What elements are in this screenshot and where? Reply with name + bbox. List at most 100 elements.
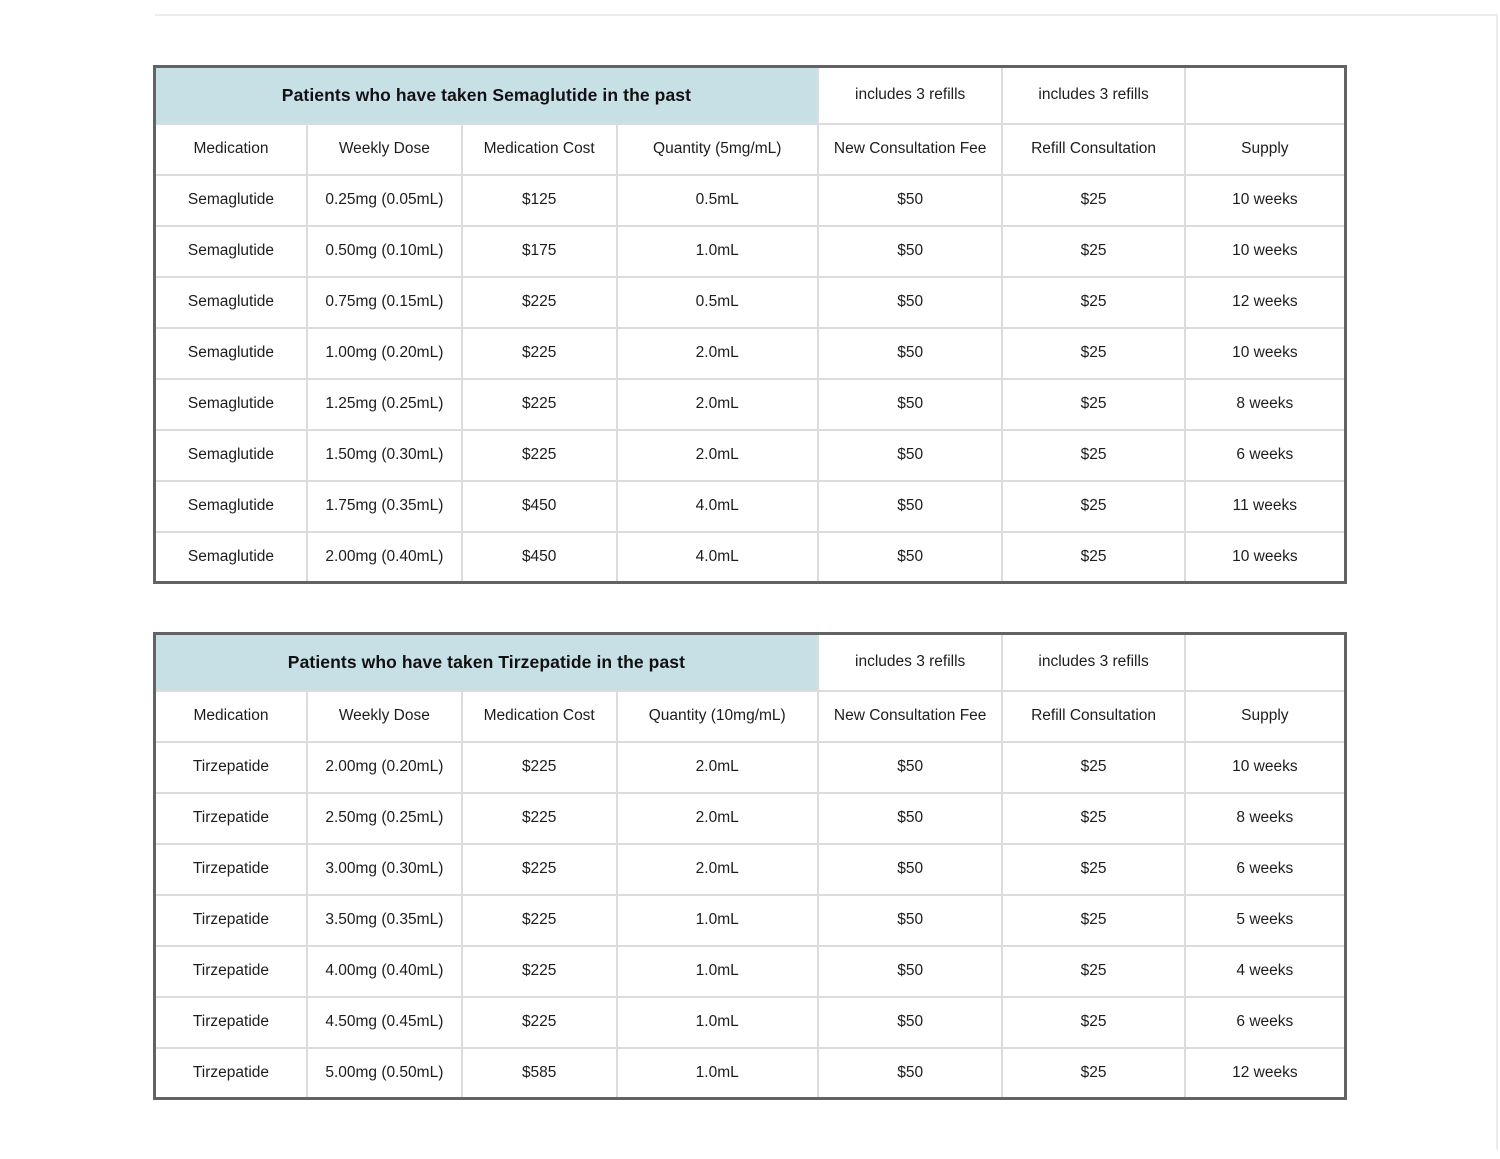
table-cell: 4.50mg (0.45mL) bbox=[305, 995, 463, 1049]
table-cell: 1.50mg (0.30mL) bbox=[305, 428, 463, 482]
table-row: Tirzepatide 3.00mg (0.30mL) $225 2.0mL $50 $2… bbox=[153, 842, 1347, 896]
table-cell: Tirzepatide bbox=[153, 944, 308, 998]
table-cell: $50 bbox=[816, 479, 1004, 533]
table-cell: $25 bbox=[1001, 275, 1186, 329]
refills-note-cell: includes 3 refills bbox=[1001, 632, 1186, 692]
column-header-medication: Medication bbox=[153, 689, 308, 743]
table-cell: 0.5mL bbox=[615, 275, 819, 329]
table-cell: $225 bbox=[460, 740, 618, 794]
table-cell: 0.25mg (0.05mL) bbox=[305, 173, 463, 227]
table-cell: $25 bbox=[1001, 791, 1186, 845]
empty-header-cell bbox=[1183, 632, 1347, 692]
table-cell: Semaglutide bbox=[153, 275, 308, 329]
table-row: Tirzepatide 3.50mg (0.35mL) $225 1.0mL $50 $2… bbox=[153, 893, 1347, 947]
table-cell: 10 weeks bbox=[1183, 224, 1347, 278]
table-cell: $450 bbox=[460, 530, 618, 584]
table-cell: $25 bbox=[1001, 995, 1186, 1049]
table-cell: 2.0mL bbox=[615, 326, 819, 380]
document-content: Patients who have taken Semaglutide in t… bbox=[153, 65, 1347, 1100]
column-header-supply: Supply bbox=[1183, 122, 1347, 176]
table-cell: $225 bbox=[460, 944, 618, 998]
table-cell: Tirzepatide bbox=[153, 791, 308, 845]
table-cell: $50 bbox=[816, 842, 1004, 896]
table-cell: Tirzepatide bbox=[153, 842, 308, 896]
table-cell: 1.00mg (0.20mL) bbox=[305, 326, 463, 380]
table-body: Semaglutide 0.25mg (0.05mL) $125 0.5mL $50 $2… bbox=[153, 173, 1347, 584]
table-cell: $25 bbox=[1001, 326, 1186, 380]
table-banner-row: Patients who have taken Semaglutide in t… bbox=[153, 65, 1347, 125]
table-cell: 5 weeks bbox=[1183, 893, 1347, 947]
table-cell: Semaglutide bbox=[153, 530, 308, 584]
column-header-quantity: Quantity (5mg/mL) bbox=[615, 122, 819, 176]
table-cell: 12 weeks bbox=[1183, 275, 1347, 329]
table-cell: $25 bbox=[1001, 893, 1186, 947]
table-cell: Semaglutide bbox=[153, 173, 308, 227]
table-cell: 12 weeks bbox=[1183, 1046, 1347, 1100]
column-header-new-consultation-fee: New Consultation Fee bbox=[816, 689, 1004, 743]
table-cell: 10 weeks bbox=[1183, 173, 1347, 227]
table-cell: $585 bbox=[460, 1046, 618, 1100]
table-cell: $25 bbox=[1001, 1046, 1186, 1100]
empty-header-cell bbox=[1183, 65, 1347, 125]
table-cell: 1.25mg (0.25mL) bbox=[305, 377, 463, 431]
table-cell: 3.00mg (0.30mL) bbox=[305, 842, 463, 896]
table-row: Semaglutide 1.25mg (0.25mL) $225 2.0mL $50 $2… bbox=[153, 377, 1347, 431]
table-cell: $50 bbox=[816, 893, 1004, 947]
table-cell: 1.0mL bbox=[615, 224, 819, 278]
table-cell: $50 bbox=[816, 428, 1004, 482]
table-row: Tirzepatide 4.50mg (0.45mL) $225 1.0mL $50 $2… bbox=[153, 995, 1347, 1049]
table-cell: $225 bbox=[460, 791, 618, 845]
table-cell: 0.5mL bbox=[615, 173, 819, 227]
table-row: Semaglutide 0.25mg (0.05mL) $125 0.5mL $50 $2… bbox=[153, 173, 1347, 227]
table-cell: $50 bbox=[816, 530, 1004, 584]
table-row: Semaglutide 2.00mg (0.40mL) $450 4.0mL $50 $2… bbox=[153, 530, 1347, 584]
column-header-row: Medication Weekly Dose Medication Cost Q… bbox=[153, 689, 1347, 743]
table-cell: 10 weeks bbox=[1183, 530, 1347, 584]
table-row: Semaglutide 0.75mg (0.15mL) $225 0.5mL $50 $2… bbox=[153, 275, 1347, 329]
column-header-new-consultation-fee: New Consultation Fee bbox=[816, 122, 1004, 176]
table-cell: 4.00mg (0.40mL) bbox=[305, 944, 463, 998]
table-cell: 10 weeks bbox=[1183, 326, 1347, 380]
table-cell: $175 bbox=[460, 224, 618, 278]
table-cell: $225 bbox=[460, 995, 618, 1049]
table-cell: $225 bbox=[460, 893, 618, 947]
column-header-row: Medication Weekly Dose Medication Cost Q… bbox=[153, 122, 1347, 176]
table-cell: $25 bbox=[1001, 530, 1186, 584]
table-row: Semaglutide 1.00mg (0.20mL) $225 2.0mL $50 $2… bbox=[153, 326, 1347, 380]
table-cell: 2.0mL bbox=[615, 377, 819, 431]
table-cell: $50 bbox=[816, 791, 1004, 845]
table-cell: $50 bbox=[816, 275, 1004, 329]
semaglutide-pricing-table: Patients who have taken Semaglutide in t… bbox=[153, 65, 1347, 584]
table-cell: 10 weeks bbox=[1183, 740, 1347, 794]
table-cell: $225 bbox=[460, 377, 618, 431]
column-header-quantity: Quantity (10mg/mL) bbox=[615, 689, 819, 743]
table-cell: Tirzepatide bbox=[153, 1046, 308, 1100]
table-cell: $225 bbox=[460, 842, 618, 896]
table-cell: $450 bbox=[460, 479, 618, 533]
column-header-medication: Medication bbox=[153, 122, 308, 176]
table-row: Semaglutide 0.50mg (0.10mL) $175 1.0mL $50 $2… bbox=[153, 224, 1347, 278]
table-cell: 2.0mL bbox=[615, 842, 819, 896]
table-cell: Tirzepatide bbox=[153, 893, 308, 947]
table-cell: 8 weeks bbox=[1183, 791, 1347, 845]
table-row: Tirzepatide 4.00mg (0.40mL) $225 1.0mL $50 $2… bbox=[153, 944, 1347, 998]
table-cell: 2.0mL bbox=[615, 740, 819, 794]
table-cell: 4 weeks bbox=[1183, 944, 1347, 998]
table-cell: 2.0mL bbox=[615, 428, 819, 482]
table-cell: $50 bbox=[816, 377, 1004, 431]
table-row: Tirzepatide 2.00mg (0.20mL) $225 2.0mL $50 $2… bbox=[153, 740, 1347, 794]
table-cell: Semaglutide bbox=[153, 377, 308, 431]
table-cell: 8 weeks bbox=[1183, 377, 1347, 431]
column-header-refill-consultation: Refill Consultation bbox=[1001, 689, 1186, 743]
column-header-supply: Supply bbox=[1183, 689, 1347, 743]
table-cell: $50 bbox=[816, 740, 1004, 794]
table-cell: 1.0mL bbox=[615, 893, 819, 947]
table-cell: Semaglutide bbox=[153, 224, 308, 278]
table-cell: Semaglutide bbox=[153, 326, 308, 380]
table-row: Tirzepatide 5.00mg (0.50mL) $585 1.0mL $50 $2… bbox=[153, 1046, 1347, 1100]
table-cell: 2.50mg (0.25mL) bbox=[305, 791, 463, 845]
table-row: Tirzepatide 2.50mg (0.25mL) $225 2.0mL $50 $2… bbox=[153, 791, 1347, 845]
table-banner-row: Patients who have taken Tirzepatide in t… bbox=[153, 632, 1347, 692]
table-cell: $50 bbox=[816, 995, 1004, 1049]
table-cell: Semaglutide bbox=[153, 428, 308, 482]
